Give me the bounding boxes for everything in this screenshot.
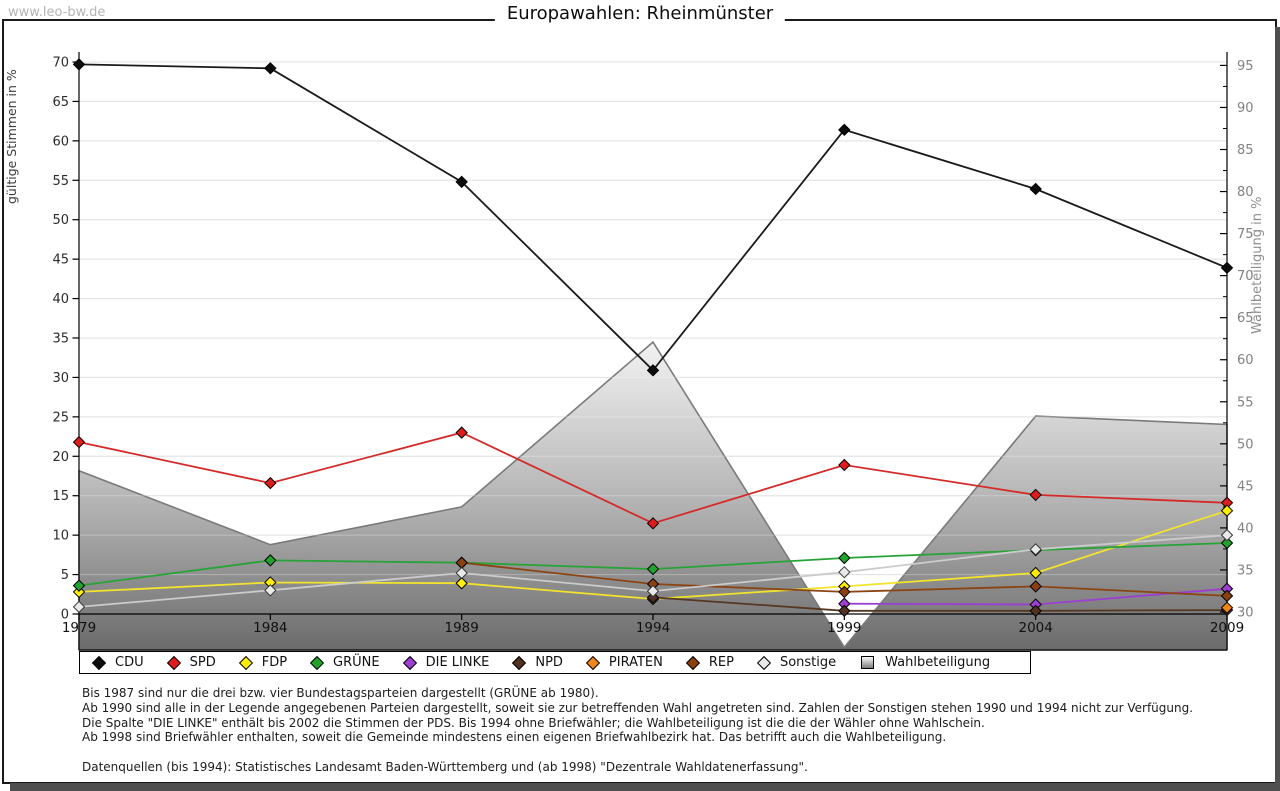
legend-label: SPD: [189, 655, 216, 670]
footnote-line: Ab 1998 sind Briefwähler enthalten, sowe…: [82, 730, 947, 745]
svg-text:40: 40: [52, 292, 69, 307]
series-swatch-icon: [756, 655, 772, 670]
svg-text:1999: 1999: [827, 620, 861, 636]
chart-legend: CDU SPD FDP GRÜNE DIE LINKE NPD PIRATEN REP Sons…: [79, 651, 1031, 674]
series-swatch-icon: [402, 655, 417, 670]
svg-text:60: 60: [52, 134, 69, 149]
footnote-line: Die Spalte "DIE LINKE" enthält bis 2002 …: [82, 715, 985, 730]
legend-label: GRÜNE: [333, 655, 380, 670]
series-rep: [455, 556, 1234, 603]
svg-text:35: 35: [1237, 563, 1254, 578]
svg-text:50: 50: [52, 213, 69, 228]
series-swatch-icon: [512, 655, 527, 670]
legend-label: NPD: [535, 655, 563, 670]
series-swatch-icon: [91, 655, 107, 670]
legend-item-die-linke: DIE LINKE: [402, 655, 490, 670]
legend-label: FDP: [261, 655, 288, 670]
svg-text:55: 55: [52, 174, 69, 189]
datasource-line: Datenquellen (bis 1994): Statistisches L…: [82, 759, 808, 774]
svg-text:65: 65: [1237, 311, 1254, 326]
right-axis-title: Wahlbeteiligung in %: [1250, 196, 1265, 334]
legend-label: REP: [708, 655, 734, 670]
svg-text:15: 15: [52, 489, 69, 504]
series-sonstige: [72, 528, 1234, 614]
series-cdu: [72, 58, 1234, 377]
series-piraten: [1220, 601, 1234, 614]
svg-text:85: 85: [1237, 143, 1254, 158]
svg-text:25: 25: [52, 410, 69, 425]
legend-item-fdp: FDP: [238, 655, 288, 670]
svg-text:1994: 1994: [636, 620, 670, 636]
svg-text:1989: 1989: [444, 620, 478, 636]
legend-item-wahlbeteiligung: Wahlbeteiligung: [861, 655, 990, 670]
svg-text:20: 20: [52, 450, 69, 465]
legend-item-cdu: CDU: [91, 655, 144, 670]
legend-item-spd: SPD: [166, 655, 216, 670]
svg-text:1984: 1984: [253, 620, 287, 636]
series-swatch-icon: [238, 655, 253, 670]
chart-canvas: 1979 1984 1989 1994 1999 2004 2009051015202530…: [52, 52, 1254, 651]
legend-item-piraten: PIRATEN: [585, 655, 663, 670]
legend-item-grüne: GRÜNE: [309, 655, 380, 670]
series-spd: [72, 426, 1234, 530]
series-swatch-icon: [309, 655, 325, 670]
series-swatch-icon: [685, 655, 700, 670]
svg-text:45: 45: [52, 253, 69, 268]
legend-item-rep: REP: [685, 655, 734, 670]
svg-text:65: 65: [52, 95, 69, 110]
svg-text:70: 70: [1237, 269, 1254, 284]
legend-label: DIE LINKE: [425, 655, 490, 670]
svg-text:45: 45: [1237, 479, 1254, 494]
legend-label: CDU: [115, 655, 144, 670]
svg-text:95: 95: [1237, 59, 1254, 74]
series-swatch-icon: [166, 655, 181, 670]
footnotes-block: Bis 1987 sind nur die drei bzw. vier Bun…: [82, 686, 1193, 775]
svg-text:75: 75: [1237, 227, 1254, 242]
watermark-url: www.leo-bw.de: [8, 5, 106, 20]
footnote-line: Bis 1987 sind nur die drei bzw. vier Bun…: [82, 686, 599, 700]
svg-text:2004: 2004: [1018, 620, 1052, 636]
svg-text:40: 40: [1237, 521, 1254, 536]
svg-text:0: 0: [61, 608, 69, 623]
svg-text:5: 5: [61, 568, 69, 583]
legend-item-sonstige: Sonstige: [756, 655, 837, 670]
frame-shadow-bottom: [10, 783, 1280, 791]
series-swatch-icon: [585, 655, 600, 670]
svg-text:10: 10: [52, 529, 69, 544]
svg-text:30: 30: [52, 371, 69, 386]
turnout-swatch-icon: [861, 656, 875, 669]
svg-text:55: 55: [1237, 395, 1254, 410]
frame-shadow-right: [1275, 27, 1280, 783]
right-axis: 30 35 40 45 50 55 60 65 70 75 80 85 90 95: [1220, 52, 1254, 650]
svg-text:80: 80: [1237, 185, 1254, 200]
left-axis: 0 5 10 15 20 25 30 35 40 45 50 55 60 65 70: [52, 52, 80, 650]
legend-label: PIRATEN: [608, 655, 663, 670]
svg-text:50: 50: [1237, 437, 1254, 452]
page-title: Europawahlen: Rheinmünster: [494, 3, 786, 24]
svg-text:90: 90: [1237, 101, 1254, 116]
legend-label: Wahlbeteiligung: [885, 655, 991, 670]
svg-text:35: 35: [52, 332, 69, 347]
footnote-lines: Bis 1987 sind nur die drei bzw. vier Bun…: [82, 686, 1193, 745]
svg-text:60: 60: [1237, 353, 1254, 368]
svg-text:70: 70: [52, 56, 69, 71]
left-axis-title: gültige Stimmen in %: [4, 69, 19, 205]
svg-text:30: 30: [1237, 606, 1254, 621]
series-die-linke: [838, 582, 1234, 611]
legend-label: Sonstige: [779, 655, 837, 670]
legend-item-npd: NPD: [512, 655, 563, 670]
footnote-line: Ab 1990 sind alle in der Legende angegeb…: [82, 700, 1194, 715]
